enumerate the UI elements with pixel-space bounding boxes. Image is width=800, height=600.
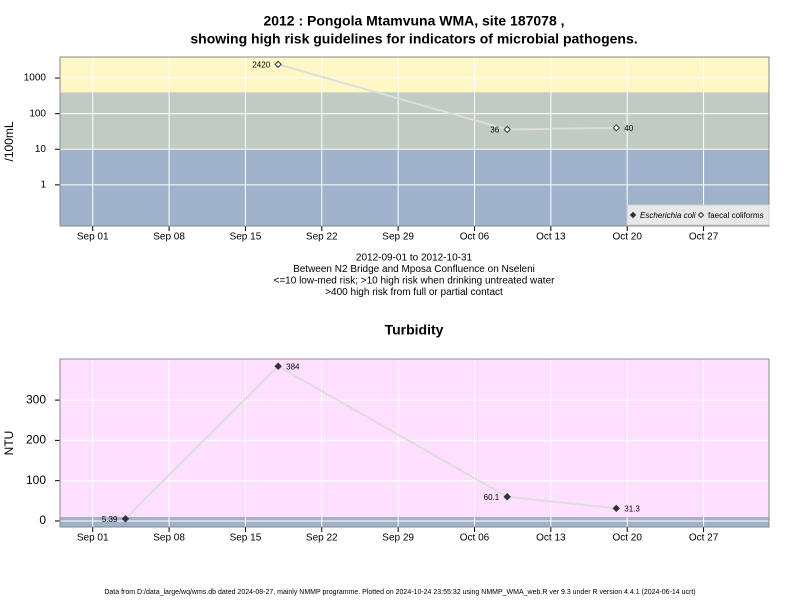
y-tick-label: 300 xyxy=(26,392,46,406)
data-point xyxy=(121,515,130,523)
x-tick-label: Oct 20 xyxy=(612,232,642,243)
y-axis-label: NTU xyxy=(2,431,16,456)
x-tick-label: Sep 01 xyxy=(77,232,109,243)
data-label: 36 xyxy=(490,126,499,135)
data-label: 5.39 xyxy=(102,515,118,524)
risk-band xyxy=(60,92,769,150)
data-point xyxy=(503,493,511,501)
plot-frame xyxy=(59,358,770,528)
x-tick-label: Oct 13 xyxy=(536,232,566,243)
risk-band xyxy=(60,516,769,527)
legend-label: faecal coliforms xyxy=(708,211,764,220)
x-tick-label: Oct 27 xyxy=(689,232,719,243)
data-label: 40 xyxy=(624,124,633,133)
risk-band xyxy=(60,359,769,517)
data-point xyxy=(612,504,620,513)
data-point xyxy=(274,60,282,69)
data-label: 60.1 xyxy=(484,493,500,502)
footer: Data from D:/data_large/wq/wms.db dated … xyxy=(104,589,695,596)
chart-title: Turbidity xyxy=(385,322,444,338)
x-tick-label: Sep 15 xyxy=(230,533,262,544)
chart-note: >400 high risk from full or partial cont… xyxy=(325,287,503,298)
y-tick-label: 100 xyxy=(26,473,46,487)
plot-frame xyxy=(59,56,770,227)
x-tick-label: Oct 20 xyxy=(612,533,642,544)
y-tick-label: 100 xyxy=(29,108,46,119)
x-tick-label: Sep 29 xyxy=(382,533,414,544)
x-tick-label: Sep 08 xyxy=(153,232,185,243)
y-tick-label: 1 xyxy=(40,180,46,191)
y-tick-label: 200 xyxy=(26,433,46,447)
series-line xyxy=(124,365,617,520)
data-label: 31.3 xyxy=(624,504,640,513)
y-tick-label: 10 xyxy=(35,144,47,155)
y-tick-label: 1000 xyxy=(24,73,47,84)
data-label: 2420 xyxy=(252,60,270,69)
x-tick-label: Oct 06 xyxy=(460,232,490,243)
chart-title: showing high risk guidelines for indicat… xyxy=(190,31,637,47)
chart-note: 2012-09-01 to 2012-10-31 xyxy=(356,253,473,264)
y-axis-label: /100mL xyxy=(2,121,16,161)
x-tick-label: Sep 29 xyxy=(382,232,414,243)
x-tick-label: Oct 13 xyxy=(536,533,566,544)
x-tick-label: Sep 15 xyxy=(230,232,262,243)
chart-title: 2012 : Pongola Mtamvuna WMA, site 187078… xyxy=(263,13,564,29)
risk-band xyxy=(60,57,769,93)
legend-label: Escherichia coli xyxy=(640,211,696,220)
x-tick-label: Sep 22 xyxy=(306,533,338,544)
data-point xyxy=(274,362,282,370)
x-tick-label: Oct 27 xyxy=(689,533,719,544)
legend-marker xyxy=(629,211,637,219)
legend-marker xyxy=(697,211,705,219)
y-tick-label: 0 xyxy=(39,513,46,527)
chart-note: <=10 low-med risk; >10 high risk when dr… xyxy=(274,276,556,287)
data-point xyxy=(612,124,620,132)
data-point xyxy=(503,125,511,134)
x-tick-label: Sep 01 xyxy=(77,533,109,544)
x-tick-label: Oct 06 xyxy=(460,533,490,544)
data-label: 384 xyxy=(286,362,300,371)
chart-note: Between N2 Bridge and Mposa Confluence o… xyxy=(293,264,535,275)
x-tick-label: Sep 22 xyxy=(306,232,338,243)
x-tick-label: Sep 08 xyxy=(153,533,185,544)
